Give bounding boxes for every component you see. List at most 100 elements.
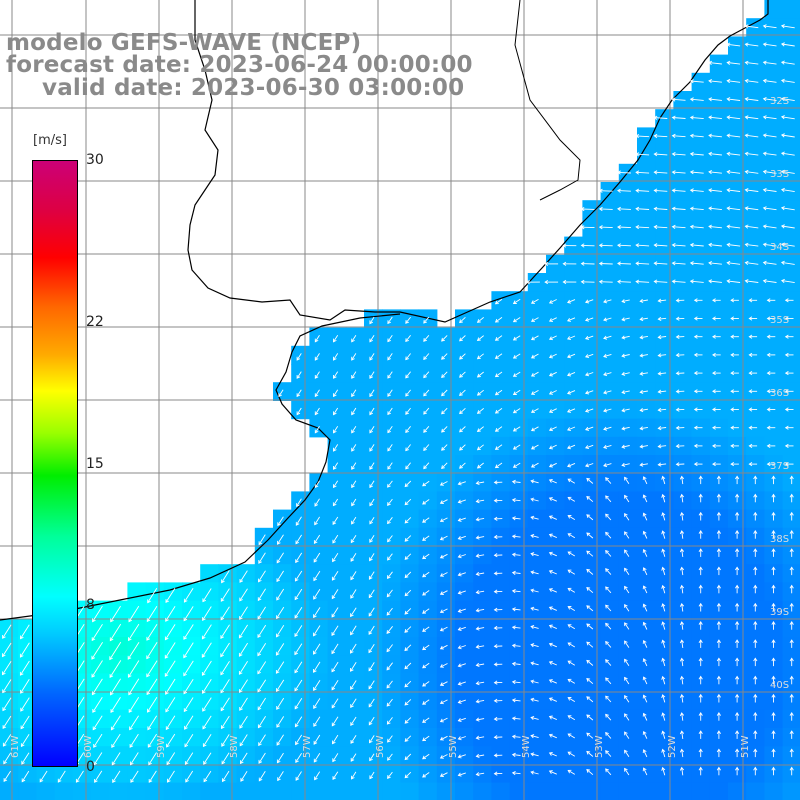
- wind-arrow: [603, 426, 612, 431]
- wind-arrow: [789, 766, 794, 776]
- wind-arrow: [621, 408, 630, 413]
- wind-arrow: [457, 517, 466, 522]
- wind-arrow: [220, 679, 230, 694]
- wind-arrow: [780, 42, 795, 47]
- wind-arrow: [744, 24, 759, 29]
- wind-arrow: [457, 608, 466, 613]
- wind-arrow: [605, 549, 612, 557]
- wind-arrow: [422, 753, 430, 760]
- wind-cell: [109, 782, 128, 800]
- wind-arrow: [278, 389, 284, 398]
- wind-arrow: [653, 279, 668, 284]
- wind-arrow: [296, 353, 302, 361]
- wind-arrow: [671, 97, 686, 102]
- longitude-label: 58W: [229, 735, 240, 758]
- wind-arrow: [730, 334, 739, 339]
- wind-cell: [254, 600, 274, 620]
- wind-arrow: [657, 316, 667, 322]
- wind-arrow: [766, 371, 776, 376]
- wind-arrow: [712, 407, 721, 412]
- wind-arrow: [295, 734, 303, 746]
- longitude-label: 53W: [594, 735, 605, 758]
- wind-arrow: [493, 680, 503, 685]
- wind-arrow: [475, 662, 485, 668]
- wind-arrow: [766, 425, 776, 430]
- wind-arrow: [369, 498, 375, 507]
- wind-arrow: [675, 407, 685, 412]
- wind-cell: [236, 728, 256, 747]
- wind-arrow: [580, 225, 595, 230]
- wind-arrow: [331, 607, 339, 618]
- wind-arrow: [405, 316, 411, 324]
- wind-arrow: [331, 716, 339, 727]
- wind-arrow: [239, 697, 248, 711]
- wind-arrow: [548, 478, 557, 484]
- wind-arrow: [780, 78, 795, 83]
- wind-arrow: [475, 499, 485, 504]
- wind-arrow: [735, 566, 740, 576]
- wind-arrow: [441, 335, 448, 342]
- wind-arrow: [726, 115, 741, 120]
- wind-arrow: [166, 733, 176, 748]
- wind-arrow: [548, 660, 557, 666]
- wind-arrow: [333, 480, 339, 489]
- wind-arrow: [457, 717, 466, 723]
- wind-arrow: [512, 408, 521, 414]
- wind-arrow: [605, 768, 612, 776]
- wind-arrow: [183, 606, 194, 622]
- wind-arrow: [183, 642, 194, 659]
- wind-arrow: [530, 408, 539, 414]
- wind-cell: [364, 546, 383, 565]
- wind-arrow: [111, 733, 121, 749]
- coastline-south: [0, 313, 401, 621]
- wind-arrow: [716, 712, 721, 721]
- wind-arrow: [567, 335, 576, 341]
- model-title: modelo GEFS-WAVE (NCEP): [6, 30, 362, 56]
- wind-arrow: [404, 699, 412, 706]
- colorbar-tick-label: 0: [86, 759, 95, 775]
- wind-arrow: [657, 335, 667, 340]
- wind-arrow: [771, 475, 776, 485]
- wind-arrow: [780, 242, 795, 247]
- wind-arrow: [603, 335, 612, 340]
- wind-arrow: [548, 444, 557, 450]
- wind-arrow: [313, 589, 321, 600]
- wind-arrow: [423, 426, 430, 433]
- wind-arrow: [422, 772, 430, 778]
- wind-arrow: [296, 389, 302, 398]
- wind-arrow: [735, 530, 740, 539]
- wind-arrow: [584, 317, 594, 322]
- wind-arrow: [368, 625, 375, 635]
- wind-arrow: [716, 675, 721, 685]
- wind-arrow: [369, 735, 375, 744]
- wind-arrow: [789, 675, 794, 685]
- wind-arrow: [586, 623, 594, 630]
- wind-arrow: [110, 605, 121, 623]
- wind-cell: [509, 345, 529, 365]
- wind-arrow: [771, 566, 776, 576]
- wind-arrow: [183, 624, 194, 640]
- wind-arrow: [296, 371, 302, 379]
- wind-arrow: [405, 407, 411, 415]
- wind-arrow: [331, 680, 339, 691]
- wind-cell: [509, 382, 529, 401]
- wind-arrow: [239, 679, 248, 694]
- wind-arrow: [476, 462, 484, 469]
- wind-arrow: [333, 444, 339, 452]
- wind-arrow: [679, 566, 685, 576]
- wind-arrow: [621, 371, 630, 376]
- wind-cell: [309, 782, 329, 800]
- wind-arrow: [605, 477, 612, 484]
- wind-arrow: [586, 587, 594, 594]
- wind-arrow: [333, 334, 339, 343]
- wind-arrow: [368, 607, 375, 617]
- wind-arrow: [712, 462, 721, 467]
- wind-arrow: [635, 261, 650, 266]
- wind-arrow: [92, 605, 103, 623]
- wind-arrow: [621, 299, 630, 304]
- wind-arrow: [716, 621, 721, 630]
- wind-arrow: [439, 699, 448, 705]
- wind-arrow: [657, 407, 667, 413]
- wind-arrow: [748, 389, 758, 394]
- wind-arrow: [698, 675, 703, 685]
